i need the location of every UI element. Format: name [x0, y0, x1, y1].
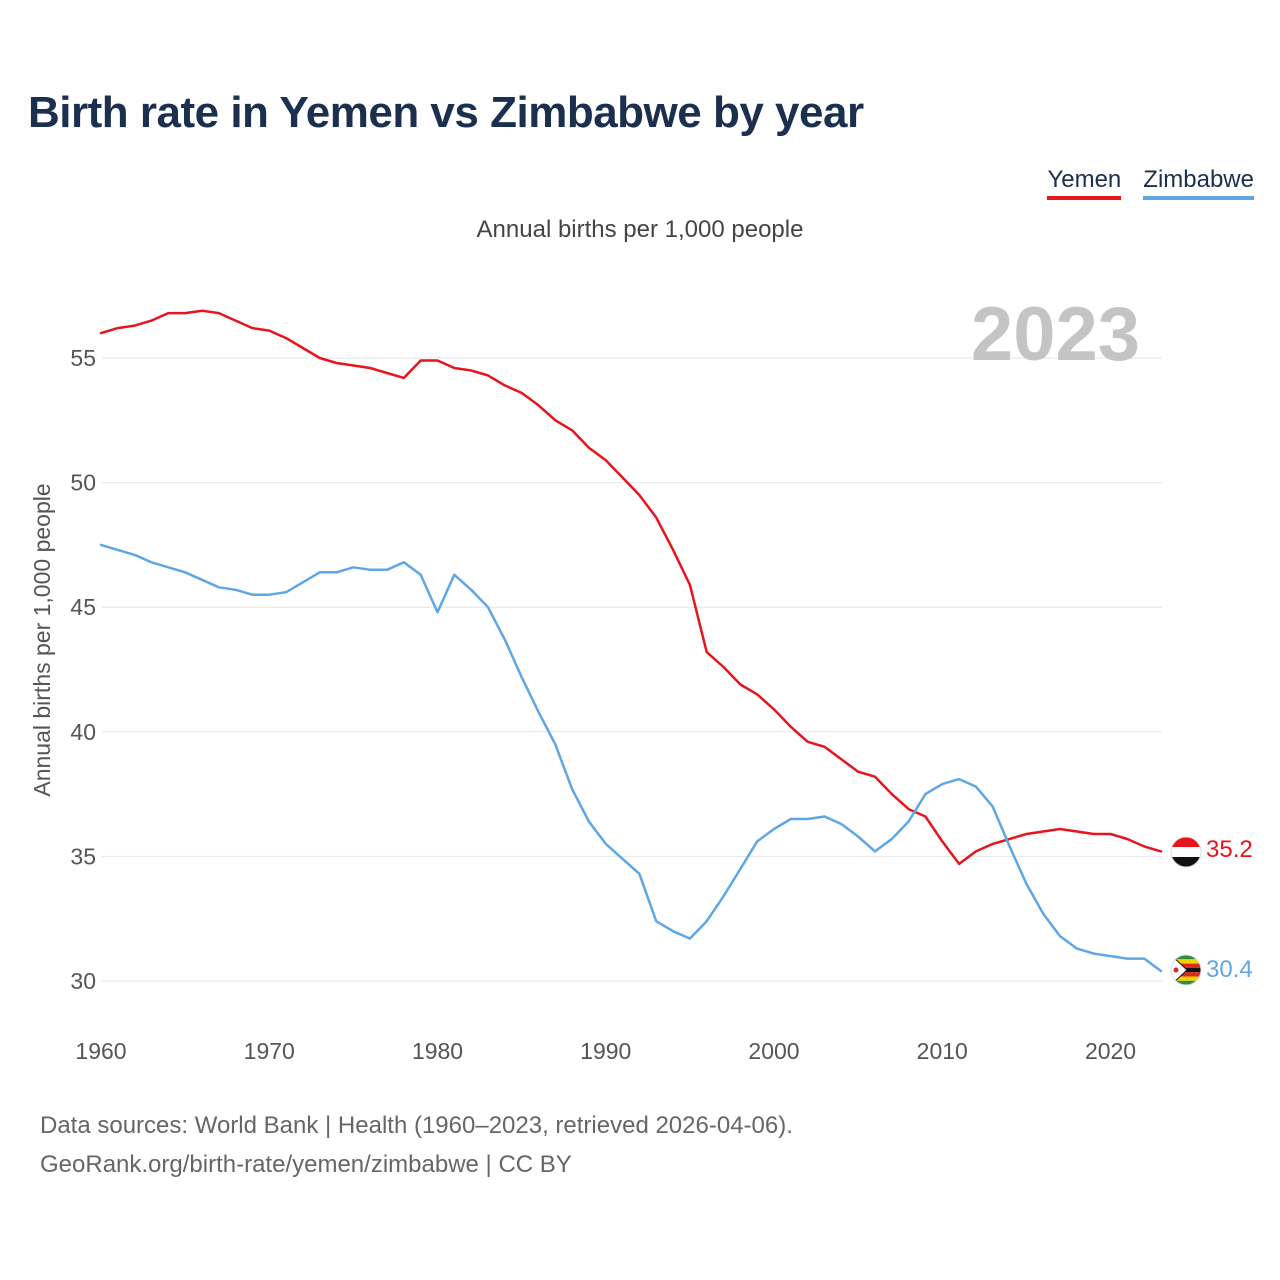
chart-subtitle: Annual births per 1,000 people — [476, 216, 804, 243]
yemen-flag-icon — [1170, 836, 1202, 868]
y-tick-label: 30 — [70, 968, 96, 994]
legend-item-yemen[interactable]: Yemen — [1047, 166, 1122, 200]
legend: Yemen Zimbabwe — [1047, 166, 1254, 200]
footer-link[interactable]: GeoRank.org/birth-rate/yemen/zimbabwe | … — [40, 1151, 572, 1178]
y-tick-label: 55 — [70, 345, 96, 371]
x-tick-label: 1970 — [244, 1038, 295, 1064]
year-watermark: 2023 — [971, 292, 1140, 377]
series-line-zimbabwe[interactable] — [99, 543, 1163, 973]
chart-title: Birth rate in Yemen vs Zimbabwe by year — [28, 88, 864, 137]
x-tick-label: 2010 — [917, 1038, 968, 1064]
y-tick-label: 35 — [70, 843, 96, 869]
zimbabwe-flag-icon — [1170, 954, 1202, 986]
legend-item-zimbabwe[interactable]: Zimbabwe — [1143, 166, 1254, 200]
end-label-yemen: 35.2 — [1206, 836, 1253, 863]
x-tick-label: 2020 — [1085, 1038, 1136, 1064]
y-axis-label: Annual births per 1,000 people — [29, 483, 55, 796]
y-tick-label: 50 — [70, 470, 96, 496]
x-tick-label: 1960 — [75, 1038, 126, 1064]
x-tick-label: 2000 — [748, 1038, 799, 1064]
series-line-yemen[interactable] — [99, 309, 1163, 866]
footer-source: Data sources: World Bank | Health (1960–… — [40, 1112, 793, 1139]
y-tick-label: 40 — [70, 719, 96, 745]
x-tick-label: 1990 — [580, 1038, 631, 1064]
x-tick-label: 1980 — [412, 1038, 463, 1064]
end-label-zimbabwe: 30.4 — [1206, 956, 1253, 983]
footer: Data sources: World Bank | Health (1960–… — [40, 1106, 793, 1184]
y-tick-label: 45 — [70, 594, 96, 620]
